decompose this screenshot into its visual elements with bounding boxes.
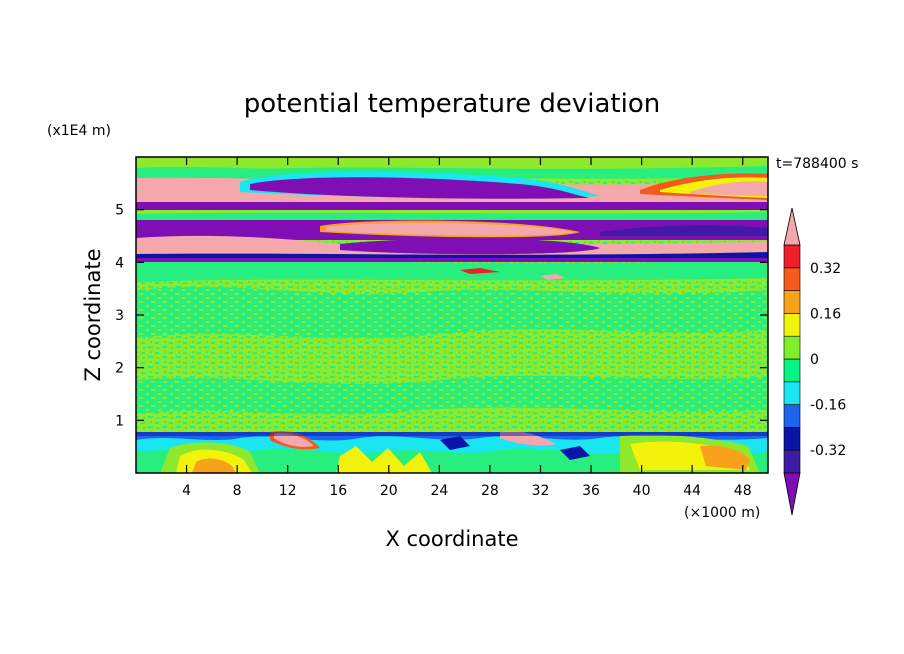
colorbar-cap-bottom — [783, 472, 801, 516]
colorbar-bin — [783, 335, 801, 360]
x-tick-label: 24 — [430, 483, 448, 499]
x-tick-label: 44 — [683, 483, 701, 499]
x-tick-label: 16 — [329, 483, 347, 499]
x-tick-label: 28 — [481, 483, 499, 499]
colorbar-bin — [783, 313, 801, 337]
colorbar-tick-label: -0.16 — [810, 398, 846, 414]
x-tick-label: 4 — [182, 483, 191, 499]
colorbar-bin — [783, 244, 801, 269]
colorbar-tick-label: -0.32 — [810, 443, 846, 459]
colorbar-cap-top — [783, 207, 801, 246]
time-label: t=788400 s — [776, 156, 858, 172]
colorbar-bin — [783, 267, 801, 291]
x-unit-label: (×1000 m) — [684, 505, 760, 521]
colorbar: 0.32 0.16 0 -0.16 -0.32 — [783, 207, 846, 516]
colorbar-tick-label: 0.16 — [810, 306, 841, 322]
colorbar-tick-label: 0.32 — [810, 261, 841, 277]
x-tick-label: 40 — [633, 483, 651, 499]
contour-field — [136, 157, 768, 473]
colorbar-tick-label: 0 — [810, 352, 819, 368]
y-tick-label: 2 — [115, 361, 124, 377]
y-axis-label: Z coordinate — [81, 248, 105, 381]
colorbar-bin — [783, 358, 801, 383]
x-tick-label: 36 — [582, 483, 600, 499]
x-tick-label: 20 — [380, 483, 398, 499]
x-ticks: 4 8 12 16 20 24 28 32 36 40 44 48 — [182, 157, 752, 499]
x-axis-label: X coordinate — [385, 527, 518, 551]
y-tick-label: 4 — [115, 255, 124, 271]
x-tick-label: 12 — [279, 483, 297, 499]
y-tick-label: 5 — [115, 203, 124, 219]
y-ticks: 1 2 3 4 5 — [115, 203, 768, 429]
y-unit-label: (x1E4 m) — [47, 123, 111, 139]
y-tick-label: 3 — [115, 308, 124, 324]
y-tick-label: 1 — [115, 413, 124, 429]
x-tick-label: 48 — [734, 483, 752, 499]
x-tick-label: 8 — [233, 483, 242, 499]
colorbar-bin — [783, 404, 801, 428]
colorbar-bin — [783, 381, 801, 405]
colorbar-bin — [783, 427, 801, 451]
colorbar-bin — [783, 290, 801, 314]
x-tick-label: 32 — [532, 483, 550, 499]
chart-title: potential temperature deviation — [244, 89, 660, 119]
colorbar-bin — [783, 449, 801, 474]
